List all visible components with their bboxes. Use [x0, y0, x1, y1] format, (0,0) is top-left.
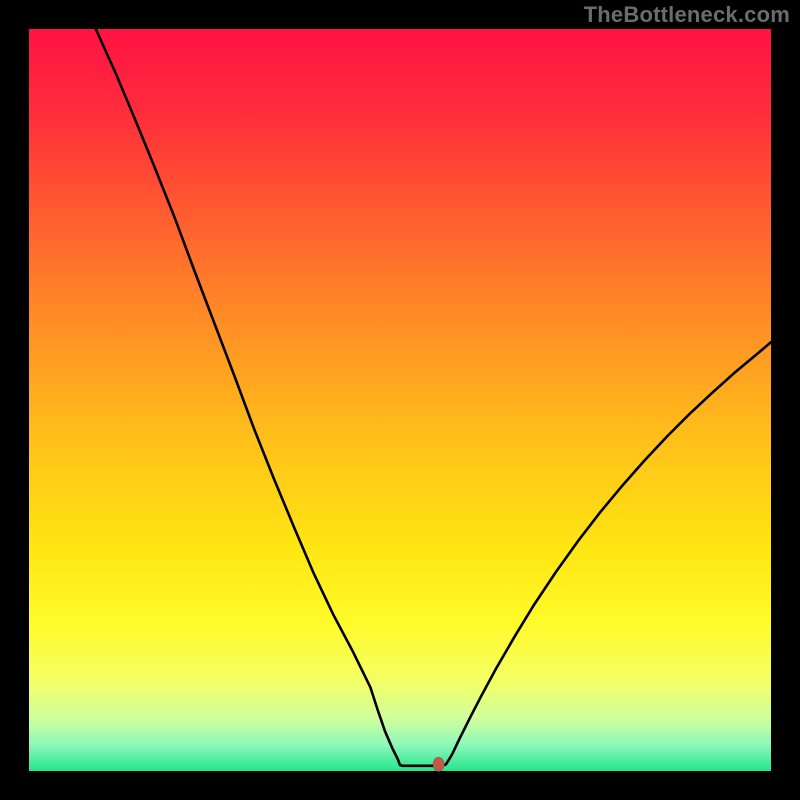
optimal-point-marker [433, 757, 444, 771]
chart-stage: TheBottleneck.com [0, 0, 800, 800]
bottleneck-curve-chart [0, 0, 800, 800]
plot-gradient-background [29, 29, 771, 771]
